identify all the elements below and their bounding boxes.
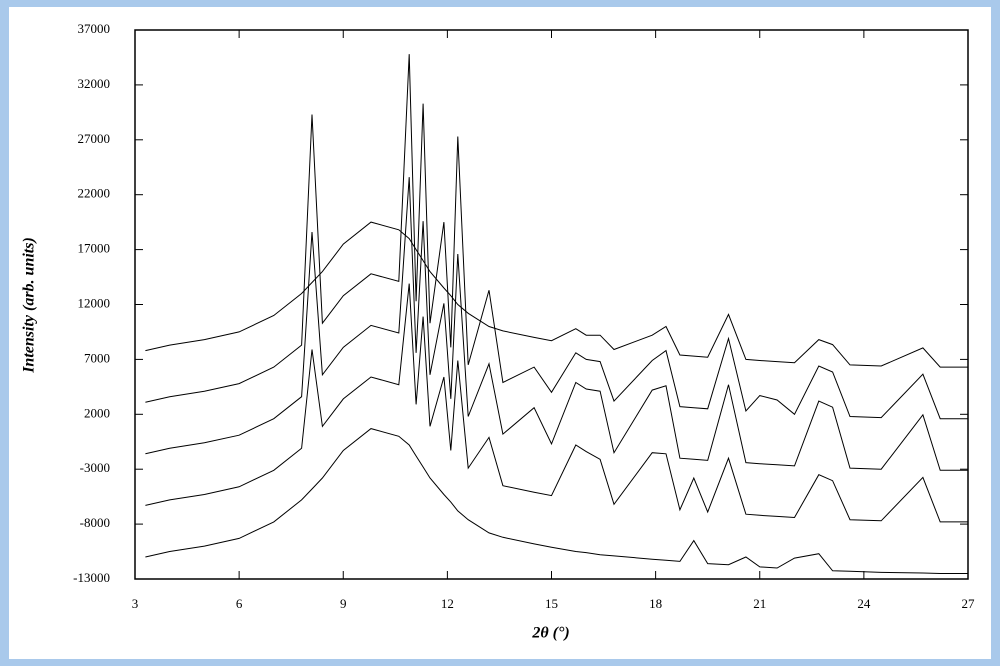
x-tick-label: 15 xyxy=(545,596,558,611)
y-tick-label: 2000 xyxy=(84,405,110,420)
y-tick-label: 27000 xyxy=(78,131,111,146)
x-axis-label: 2θ (°) xyxy=(531,625,569,642)
y-axis-label: Intensity (arb. units) xyxy=(21,237,38,374)
y-tick-label: 32000 xyxy=(78,76,111,91)
series-line xyxy=(145,221,968,368)
x-tick-label: 24 xyxy=(857,596,871,611)
x-tick-label: 18 xyxy=(649,596,662,611)
series-line xyxy=(145,428,968,574)
y-tick-label: 17000 xyxy=(78,241,111,256)
series-line xyxy=(145,283,968,523)
x-tick-label: 3 xyxy=(132,596,139,611)
y-tick-label: 12000 xyxy=(78,295,111,310)
x-tick-label: 21 xyxy=(753,596,766,611)
y-tick-label: -13000 xyxy=(73,570,110,585)
y-tick-label: 7000 xyxy=(84,350,110,365)
x-tick-label: 9 xyxy=(340,596,347,611)
series-line xyxy=(145,54,968,420)
y-tick-label: 37000 xyxy=(78,21,111,36)
y-tick-label: 22000 xyxy=(78,186,111,201)
x-tick-label: 6 xyxy=(236,596,243,611)
panel xyxy=(9,7,991,659)
x-tick-label: 12 xyxy=(441,596,454,611)
y-tick-label: -3000 xyxy=(80,460,110,475)
x-tick-label: 27 xyxy=(962,596,976,611)
y-tick-label: -8000 xyxy=(80,515,110,530)
series-line xyxy=(145,177,968,471)
